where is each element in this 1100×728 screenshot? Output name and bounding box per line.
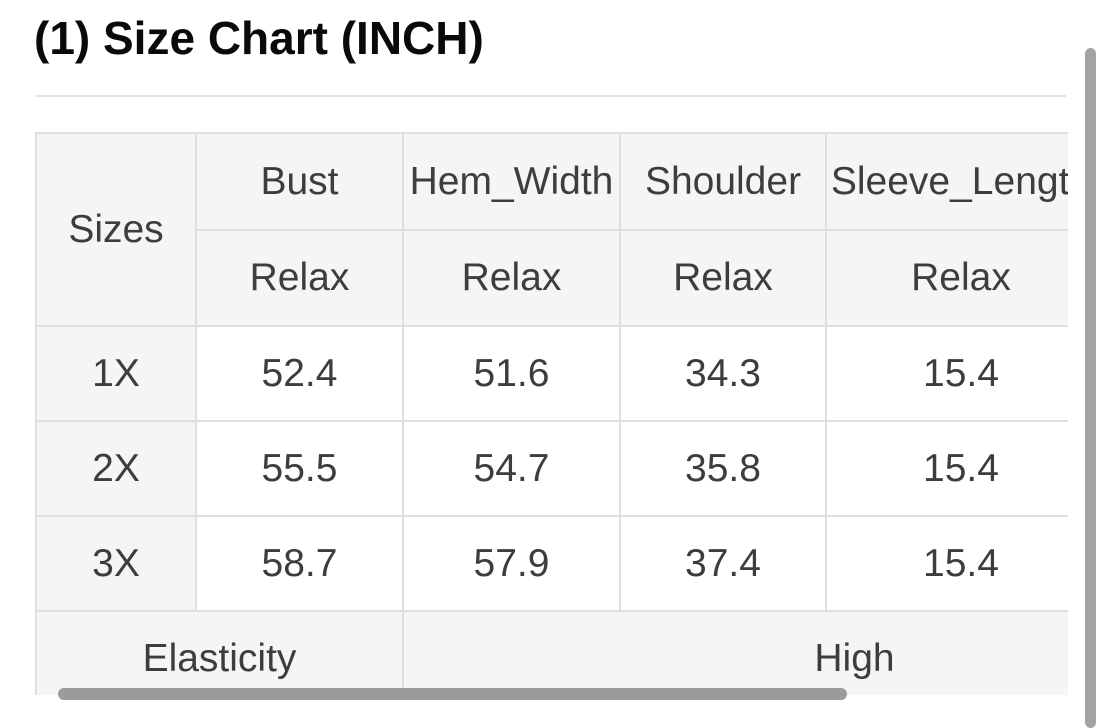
fit-header-sleeve-length: Relax (825, 229, 1068, 327)
elasticity-label-cell: Elasticity (35, 610, 404, 695)
column-header-sizes: Sizes (35, 132, 197, 327)
page-title: (1) Size Chart (INCH) (34, 12, 484, 64)
table-row-elasticity: Elasticity High (35, 610, 1068, 695)
fit-header-bust: Relax (195, 229, 404, 327)
column-header-bust: Bust (195, 132, 404, 231)
horizontal-scrollbar-thumb[interactable] (58, 688, 847, 700)
table-row-3x: 3X 58.7 57.9 37.4 15.4 (35, 515, 1068, 612)
measurement-cell: 34.3 (619, 325, 827, 422)
size-chart-scroll-area[interactable]: Sizes Bust Hem_Width Shoulder Sleeve_Len… (35, 132, 1068, 695)
table-row-1x: 1X 52.4 51.6 34.3 15.4 (35, 325, 1068, 422)
size-cell: 2X (35, 420, 197, 517)
column-header-hem-width: Hem_Width (402, 132, 621, 231)
column-header-sleeve-length: Sleeve_Length (825, 132, 1068, 231)
title-divider (35, 95, 1066, 97)
measurement-cell: 37.4 (619, 515, 827, 612)
size-cell: 1X (35, 325, 197, 422)
table-row-2x: 2X 55.5 54.7 35.8 15.4 (35, 420, 1068, 517)
measurement-cell: 15.4 (825, 325, 1068, 422)
measurement-cell: 57.9 (402, 515, 621, 612)
measurement-cell: 15.4 (825, 420, 1068, 517)
vertical-scrollbar-thumb[interactable] (1085, 48, 1096, 728)
measurement-cell: 58.7 (195, 515, 404, 612)
measurement-cell: 55.5 (195, 420, 404, 517)
elasticity-value-cell: High (402, 610, 1068, 695)
measurement-cell: 35.8 (619, 420, 827, 517)
header-row-fit: Relax Relax Relax Relax (36, 229, 1068, 327)
measurement-cell: 51.6 (402, 325, 621, 422)
measurement-cell: 54.7 (402, 420, 621, 517)
header-row-measurements: Sizes Bust Hem_Width Shoulder Sleeve_Len… (35, 132, 1068, 327)
measurement-cell: 15.4 (825, 515, 1068, 612)
fit-header-shoulder: Relax (619, 229, 827, 327)
size-cell: 3X (35, 515, 197, 612)
column-header-shoulder: Shoulder (619, 132, 827, 231)
fit-header-hem-width: Relax (402, 229, 621, 327)
size-chart-table: Sizes Bust Hem_Width Shoulder Sleeve_Len… (35, 132, 1068, 695)
measurement-cell: 52.4 (195, 325, 404, 422)
